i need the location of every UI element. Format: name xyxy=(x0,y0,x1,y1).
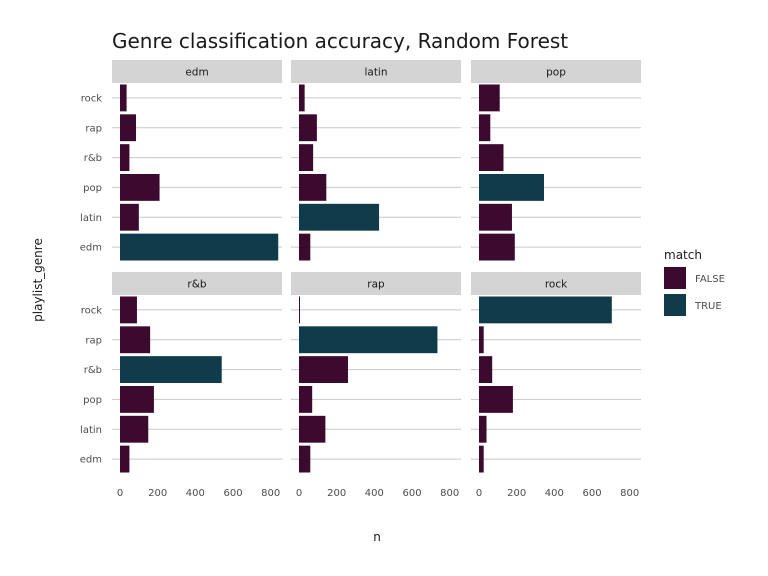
bar-edm-rock xyxy=(120,84,127,112)
x-tick-label: 0 xyxy=(296,488,302,499)
bar-rnb-rap xyxy=(120,326,151,354)
bar-pop-rap xyxy=(479,114,491,142)
legend-label-true: TRUE xyxy=(694,301,722,312)
y-tick-label: r&b xyxy=(84,365,102,376)
bar-rap-rnb xyxy=(299,356,348,384)
y-tick-label: rap xyxy=(85,335,102,346)
x-tick-label: 200 xyxy=(327,488,346,499)
y-tick-label: pop xyxy=(83,395,102,406)
y-tick-label: edm xyxy=(80,243,102,254)
x-tick-label: 600 xyxy=(223,488,242,499)
bar-latin-pop xyxy=(299,173,327,201)
facet-panel-rnb: r&b rock rap r&b pop latin edm 0 200 400 600 800 xyxy=(80,272,282,499)
bar-rap-latin xyxy=(299,415,326,443)
facet-strip xyxy=(112,272,282,295)
facet-strip-label: edm xyxy=(185,67,208,79)
bar-rock-rap xyxy=(479,326,484,354)
bar-pop-latin xyxy=(479,203,512,231)
bar-latin-rock xyxy=(299,84,305,112)
y-tick-label: rock xyxy=(81,305,103,316)
bar-rnb-rock xyxy=(120,296,137,324)
y-tick-label: rap xyxy=(85,123,102,134)
bar-pop-rnb xyxy=(479,144,504,172)
y-tick-label: latin xyxy=(80,213,102,224)
y-tick-label: pop xyxy=(83,183,102,194)
legend-title: match xyxy=(664,248,702,262)
y-tick-label: r&b xyxy=(84,153,102,164)
facet-panel-rap: rap 0 200 400 600 800 xyxy=(291,272,461,499)
y-axis-title: playlist_genre xyxy=(31,238,45,322)
bar-edm-rnb xyxy=(120,144,130,172)
bar-pop-pop xyxy=(479,173,544,201)
bar-latin-edm xyxy=(299,233,311,261)
bar-rap-rap xyxy=(299,326,438,354)
bar-latin-rnb xyxy=(299,144,314,172)
x-tick-label: 800 xyxy=(440,488,459,499)
bar-rnb-rnb xyxy=(120,356,222,384)
x-tick-label: 400 xyxy=(545,488,564,499)
y-tick-label: edm xyxy=(80,455,102,466)
facet-strip xyxy=(291,60,461,83)
bar-rnb-latin xyxy=(120,415,149,443)
facet-panel-rock: rock 0 200 400 600 800 xyxy=(471,272,641,499)
bar-edm-pop xyxy=(120,173,160,201)
x-tick-label: 800 xyxy=(620,488,639,499)
x-tick-label: 200 xyxy=(148,488,167,499)
x-tick-label: 200 xyxy=(507,488,526,499)
bar-rock-rnb xyxy=(479,356,493,384)
x-tick-label: 400 xyxy=(186,488,205,499)
bar-rap-rock xyxy=(299,296,300,324)
legend: match FALSE TRUE xyxy=(664,248,725,316)
legend-key-true xyxy=(664,294,686,316)
bar-latin-rap xyxy=(299,114,317,142)
facet-strip xyxy=(291,272,461,295)
chart-title: Genre classification accuracy, Random Fo… xyxy=(112,29,568,53)
bar-rock-pop xyxy=(479,385,513,413)
bar-rnb-edm xyxy=(120,445,130,473)
facet-strip xyxy=(471,272,641,295)
bar-rock-rock xyxy=(479,296,612,324)
x-tick-label: 800 xyxy=(261,488,280,499)
bar-edm-rap xyxy=(120,114,137,142)
x-tick-label: 0 xyxy=(476,488,482,499)
bar-edm-latin xyxy=(120,203,139,231)
x-tick-label: 0 xyxy=(117,488,123,499)
facet-strip-label: latin xyxy=(364,67,387,79)
facet-strip xyxy=(471,60,641,83)
facet-strip xyxy=(112,60,282,83)
bar-rock-latin xyxy=(479,415,487,443)
bar-pop-edm xyxy=(479,233,515,261)
facet-panel-pop: pop xyxy=(471,60,641,261)
bar-rnb-pop xyxy=(120,385,154,413)
bar-rap-edm xyxy=(299,445,311,473)
x-axis-title: n xyxy=(373,530,381,544)
facet-strip-label: rap xyxy=(367,279,385,291)
bar-latin-latin xyxy=(299,203,380,231)
x-tick-label: 400 xyxy=(365,488,384,499)
facet-strip-label: r&b xyxy=(187,279,207,291)
y-tick-label: rock xyxy=(81,93,103,104)
facet-strip-label: pop xyxy=(546,67,566,79)
facet-panel-edm: edm rock rap r&b pop latin edm xyxy=(80,60,282,261)
y-tick-label: latin xyxy=(80,425,102,436)
x-tick-label: 600 xyxy=(402,488,421,499)
bar-edm-edm xyxy=(120,233,279,261)
bar-rap-pop xyxy=(299,385,313,413)
bar-rock-edm xyxy=(479,445,484,473)
bar-pop-rock xyxy=(479,84,500,112)
facet-panel-latin: latin xyxy=(291,60,461,261)
facet-strip-label: rock xyxy=(545,279,568,291)
x-tick-label: 600 xyxy=(582,488,601,499)
legend-label-false: FALSE xyxy=(695,274,725,285)
legend-key-false xyxy=(664,267,686,289)
